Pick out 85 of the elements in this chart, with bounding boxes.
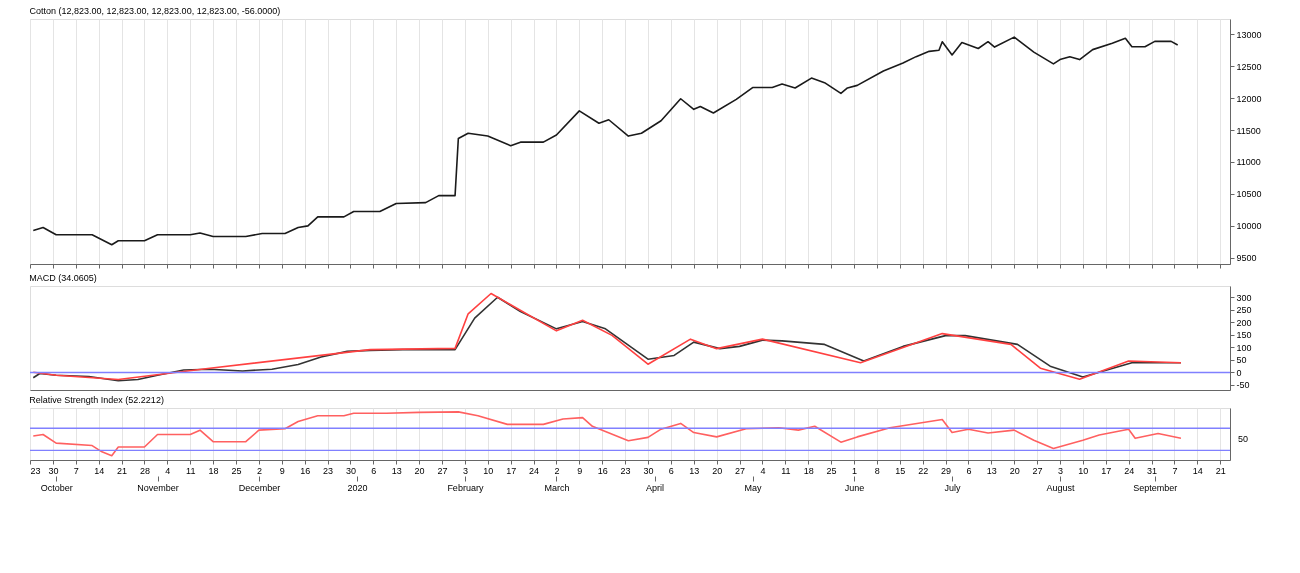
x-tick-label: 2 bbox=[554, 465, 560, 476]
x2-tick-label: July bbox=[944, 482, 962, 493]
x-tick-label: 20 bbox=[414, 465, 425, 476]
x2-tick-label: June bbox=[844, 482, 865, 493]
y-tick-label: 200 bbox=[1236, 317, 1252, 328]
x-tick-label: 17 bbox=[1101, 465, 1112, 476]
chart-title: Cotton (12,823.00, 12,823.00, 12,823.00, 12,823.00, -56.0000) bbox=[29, 6, 281, 16]
y-tick-label: 10500 bbox=[1236, 189, 1262, 200]
y-tick-label: 50 bbox=[1236, 355, 1247, 366]
x-tick-label: 6 bbox=[371, 465, 377, 476]
x-tick-label: 4 bbox=[165, 465, 171, 476]
y-tick-label: 0 bbox=[1236, 367, 1242, 378]
x-tick-label: 3 bbox=[1057, 465, 1063, 476]
x2-tick-label: August bbox=[1046, 482, 1075, 493]
x-tick-label: 25 bbox=[231, 465, 242, 476]
x-tick-label: 11 bbox=[186, 465, 196, 476]
chart-title: Relative Strength Index (52.2212) bbox=[29, 395, 164, 405]
line-series bbox=[32, 36, 1179, 246]
y-tick-label: 10000 bbox=[1236, 221, 1262, 232]
x2-tick-label: November bbox=[137, 482, 179, 493]
x-tick-label: 30 bbox=[643, 465, 654, 476]
y-tick-label: 12500 bbox=[1236, 61, 1262, 72]
x-tick-label: 18 bbox=[208, 465, 219, 476]
x-tick-label: 16 bbox=[597, 465, 608, 476]
x-tick-label: 13 bbox=[986, 465, 997, 476]
x-tick-label: 2 bbox=[256, 465, 262, 476]
x-tick-label: 15 bbox=[895, 465, 906, 476]
y-tick-label: 150 bbox=[1236, 330, 1252, 341]
x-tick-label: 20 bbox=[712, 465, 723, 476]
x-tick-label: 20 bbox=[1009, 465, 1020, 476]
x-tick-label: 4 bbox=[760, 465, 766, 476]
x-tick-label: 7 bbox=[73, 465, 79, 476]
x-tick-label: 22 bbox=[918, 465, 929, 476]
x-tick-label: 9 bbox=[577, 465, 583, 476]
x2-tick-label: April bbox=[646, 482, 665, 493]
x2-tick-label: March bbox=[544, 482, 570, 493]
x-tick-label: 27 bbox=[735, 465, 746, 476]
x2-tick-label: May bbox=[744, 482, 763, 493]
x-tick-label: 24 bbox=[529, 465, 540, 476]
x-tick-label: 10 bbox=[483, 465, 494, 476]
x-tick-label: 9 bbox=[279, 465, 285, 476]
chart-title: MACD (34.0605) bbox=[29, 273, 97, 283]
y-tick-label: 13000 bbox=[1236, 29, 1262, 40]
x-tick-label: 8 bbox=[874, 465, 880, 476]
y-tick-label: 11500 bbox=[1236, 125, 1261, 136]
x-tick-label: 6 bbox=[966, 465, 972, 476]
x-tick-label: 31 bbox=[1147, 465, 1158, 476]
y-tick-label: 9500 bbox=[1236, 253, 1257, 264]
x-tick-label: 1 bbox=[851, 465, 857, 476]
x2-tick-label: December bbox=[238, 482, 281, 493]
x2-tick-label: February bbox=[447, 482, 484, 493]
x-tick-label: 11 bbox=[781, 465, 791, 476]
x-tick-label: 23 bbox=[323, 465, 334, 476]
x-tick-label: 28 bbox=[139, 465, 150, 476]
x-tick-label: 18 bbox=[803, 465, 814, 476]
x-tick-label: 13 bbox=[391, 465, 402, 476]
x-tick-label: 21 bbox=[117, 465, 128, 476]
y-tick-label: 250 bbox=[1236, 305, 1252, 316]
x-tick-label: 24 bbox=[1124, 465, 1135, 476]
x-tick-label: 16 bbox=[300, 465, 311, 476]
x2-tick-label: September bbox=[1133, 482, 1178, 493]
x-tick-label: 14 bbox=[1192, 465, 1203, 476]
x2-tick-label: October bbox=[40, 482, 73, 493]
x-tick-label: 17 bbox=[506, 465, 517, 476]
x-tick-label: 25 bbox=[826, 465, 837, 476]
x-tick-label: 30 bbox=[48, 465, 59, 476]
x-tick-label: 6 bbox=[668, 465, 674, 476]
x-tick-label: 3 bbox=[462, 465, 468, 476]
x-tick-label: 13 bbox=[689, 465, 700, 476]
x-tick-label: 23 bbox=[30, 465, 41, 476]
y-tick-label: 12000 bbox=[1236, 93, 1262, 104]
y-tick-label: 300 bbox=[1236, 292, 1252, 303]
x-tick-label: 29 bbox=[941, 465, 952, 476]
x-tick-label: 30 bbox=[345, 465, 356, 476]
y-tick-label: 11000 bbox=[1236, 157, 1261, 168]
x-tick-label: 10 bbox=[1078, 465, 1089, 476]
x-tick-label: 27 bbox=[1032, 465, 1043, 476]
y-tick-label: 100 bbox=[1236, 342, 1252, 353]
x-tick-label: 21 bbox=[1215, 465, 1226, 476]
x-tick-label: 23 bbox=[620, 465, 631, 476]
x-tick-label: 14 bbox=[94, 465, 105, 476]
x-tick-label: 7 bbox=[1172, 465, 1178, 476]
y-tick-label: -50 bbox=[1236, 380, 1250, 391]
x-tick-label: 27 bbox=[437, 465, 448, 476]
x2-tick-label: 2020 bbox=[347, 482, 368, 493]
